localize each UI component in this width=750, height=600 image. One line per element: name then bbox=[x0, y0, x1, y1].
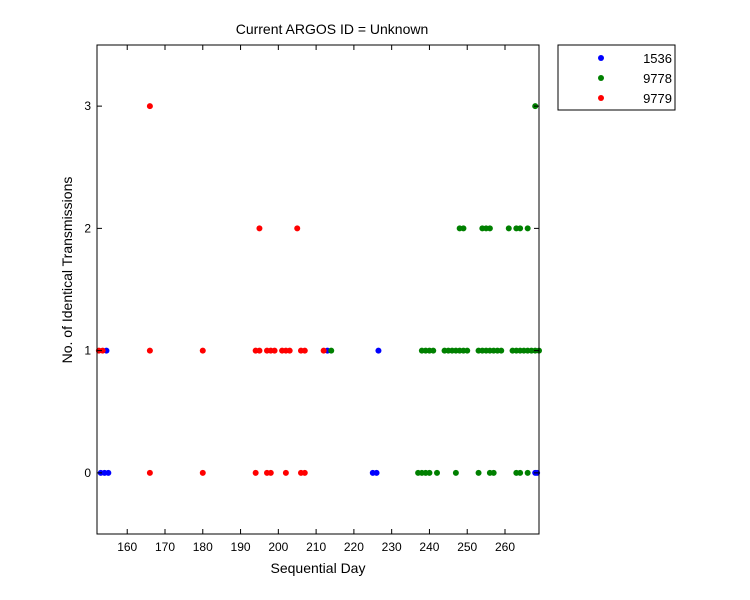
data-point bbox=[524, 469, 531, 476]
data-point bbox=[99, 347, 106, 354]
data-point bbox=[426, 469, 433, 476]
y-axis-ticks: 0 1 2 3 bbox=[84, 99, 539, 480]
series-9779 bbox=[95, 103, 327, 476]
chart-title: Current ARGOS ID = Unknown bbox=[236, 21, 429, 37]
x-tick-label: 230 bbox=[382, 540, 402, 554]
data-point bbox=[320, 347, 327, 354]
x-tick-label: 240 bbox=[419, 540, 439, 554]
data-point bbox=[490, 469, 497, 476]
data-point bbox=[199, 469, 206, 476]
legend-label: 1536 bbox=[643, 51, 672, 66]
x-tick-label: 250 bbox=[457, 540, 477, 554]
data-point bbox=[486, 225, 493, 232]
data-point bbox=[256, 347, 263, 354]
legend-label: 9778 bbox=[643, 71, 672, 86]
data-point bbox=[517, 225, 524, 232]
data-point bbox=[460, 225, 467, 232]
legend: 1536 9778 9779 bbox=[557, 44, 676, 111]
data-point bbox=[524, 225, 531, 232]
data-point bbox=[199, 347, 206, 354]
data-point bbox=[328, 347, 335, 354]
x-tick-label: 260 bbox=[495, 540, 515, 554]
y-tick-label: 3 bbox=[84, 99, 91, 113]
data-point bbox=[301, 469, 308, 476]
y-axis-label: No. of Identical Transmissions bbox=[59, 177, 75, 364]
y-tick-label: 2 bbox=[84, 221, 91, 235]
data-point bbox=[286, 347, 293, 354]
x-tick-label: 200 bbox=[268, 540, 288, 554]
y-tick-label: 1 bbox=[84, 344, 91, 358]
x-axis-ticks: 160 170 180 190 200 210 220 230 240 250 260 bbox=[117, 45, 515, 554]
data-point bbox=[267, 469, 274, 476]
x-axis-label: Sequential Day bbox=[271, 560, 366, 576]
data-point bbox=[464, 347, 471, 354]
data-point bbox=[282, 469, 289, 476]
x-tick-label: 180 bbox=[193, 540, 213, 554]
data-point bbox=[434, 469, 440, 476]
data-point bbox=[452, 469, 459, 476]
data-point bbox=[146, 469, 153, 476]
plot-frame bbox=[96, 44, 540, 535]
series-9778 bbox=[328, 103, 542, 476]
data-point bbox=[146, 103, 153, 110]
x-tick-label: 220 bbox=[344, 540, 364, 554]
data-point bbox=[505, 225, 512, 232]
data-point bbox=[373, 469, 380, 476]
x-tick-label: 190 bbox=[231, 540, 251, 554]
data-point bbox=[475, 469, 482, 476]
x-tick-label: 160 bbox=[117, 540, 137, 554]
data-point bbox=[105, 469, 112, 476]
y-tick-label: 0 bbox=[84, 466, 91, 480]
data-point bbox=[498, 347, 505, 354]
data-point bbox=[301, 347, 308, 354]
data-point bbox=[271, 347, 278, 354]
legend-label: 9779 bbox=[643, 91, 672, 106]
data-point bbox=[294, 225, 301, 232]
x-tick-label: 210 bbox=[306, 540, 326, 554]
data-point bbox=[375, 347, 382, 354]
legend-box bbox=[557, 44, 676, 111]
legend-marker bbox=[598, 75, 604, 81]
legend-marker bbox=[598, 55, 604, 61]
legend-marker bbox=[598, 95, 604, 101]
data-point bbox=[252, 469, 259, 476]
data-point bbox=[517, 469, 524, 476]
data-point bbox=[146, 347, 153, 354]
data-point bbox=[430, 347, 437, 354]
data-points bbox=[95, 103, 542, 476]
data-point bbox=[256, 225, 263, 232]
x-tick-label: 170 bbox=[155, 540, 175, 554]
